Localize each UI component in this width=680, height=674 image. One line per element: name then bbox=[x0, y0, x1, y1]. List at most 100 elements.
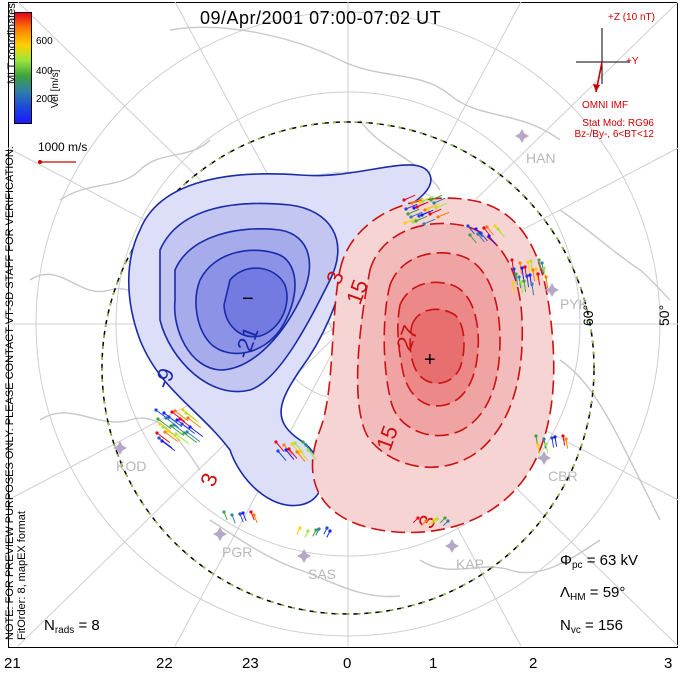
station-marker-han bbox=[515, 129, 529, 143]
latitude-label-60: 60° bbox=[580, 304, 596, 326]
vector-line bbox=[430, 194, 443, 201]
phi-symbol: Φ bbox=[560, 552, 572, 569]
station-marker-kod bbox=[113, 441, 127, 455]
phi-value: = 63 kV bbox=[586, 552, 638, 569]
vector-line bbox=[304, 530, 309, 538]
station-marker-sas bbox=[297, 549, 311, 563]
nvc-symbol: N bbox=[560, 617, 571, 634]
vector-line bbox=[168, 416, 183, 428]
vector-line bbox=[554, 436, 558, 447]
mlt-tick-22: 22 bbox=[156, 655, 173, 672]
vector-line bbox=[231, 514, 236, 524]
vector-line bbox=[404, 217, 417, 224]
velocity-reference-arrow bbox=[38, 160, 76, 164]
figure-title: 09/Apr/2001 07:00-07:02 UT bbox=[200, 8, 442, 28]
heppner-maynard-latitude: ΛHM = 59° bbox=[560, 584, 625, 603]
vector-line bbox=[421, 209, 434, 216]
vector-line bbox=[442, 520, 449, 527]
vector-line bbox=[174, 410, 189, 422]
vector-line bbox=[526, 275, 530, 288]
cross-polar-cap-potential: Φpc = 63 kV bbox=[560, 552, 638, 571]
colorbar-title: Vel [m/s] bbox=[50, 69, 61, 108]
latitude-label-50: 50° bbox=[656, 304, 672, 326]
vector-line bbox=[433, 197, 446, 204]
station-label-pyk: PYK bbox=[560, 296, 589, 312]
mlt-tick-1: 1 bbox=[429, 655, 438, 672]
station-marker-kap bbox=[445, 539, 459, 553]
colorbar-tick-400: 400 bbox=[36, 66, 53, 77]
vector-line bbox=[175, 433, 190, 445]
vector-line bbox=[486, 226, 494, 236]
vector-line bbox=[285, 449, 295, 460]
vector-line bbox=[497, 228, 505, 238]
vector-line bbox=[239, 513, 244, 523]
vector-line bbox=[523, 280, 527, 293]
vector-line bbox=[415, 215, 428, 222]
vector-line bbox=[296, 451, 306, 462]
vector-line bbox=[431, 518, 438, 525]
vector-line bbox=[157, 418, 172, 430]
vector-line bbox=[277, 450, 287, 461]
vector-line bbox=[469, 234, 477, 244]
vector-line bbox=[159, 423, 174, 435]
vector-line bbox=[323, 527, 328, 535]
nvc-subscript: vc bbox=[570, 625, 581, 636]
vector-line bbox=[407, 208, 420, 215]
station-label-pgr: PGR bbox=[222, 544, 253, 560]
vector-line bbox=[562, 435, 566, 446]
vector-line bbox=[520, 281, 524, 294]
preview-note: NOTE: FOR PREVIEW PURPOSES ONLY. PLEASE … bbox=[4, 146, 28, 640]
mlt-tick-21: 21 bbox=[4, 655, 21, 672]
vector-line bbox=[315, 528, 320, 536]
vector-line bbox=[288, 448, 298, 459]
imf-source-label: OMNI IMF bbox=[582, 100, 629, 111]
vector-line bbox=[527, 261, 531, 274]
vector-line bbox=[423, 218, 436, 225]
station-markers bbox=[113, 129, 559, 563]
positive-potential-cell bbox=[311, 197, 555, 534]
vector-line bbox=[250, 511, 255, 521]
vector-line bbox=[186, 431, 201, 443]
vector-line bbox=[167, 430, 182, 442]
vector-line bbox=[420, 520, 427, 527]
vector-line bbox=[299, 450, 309, 461]
vector-line bbox=[565, 438, 569, 449]
station-label-kap: KAP bbox=[456, 556, 485, 572]
vector-line bbox=[242, 512, 247, 522]
vector-line bbox=[545, 443, 549, 454]
station-label-kod: KOD bbox=[116, 458, 147, 474]
vector-line bbox=[411, 197, 424, 204]
vector-line bbox=[532, 269, 536, 282]
phi-subscript: pc bbox=[571, 560, 583, 571]
vector-line bbox=[435, 202, 448, 209]
station-label-sas: SAS bbox=[308, 566, 337, 582]
vector-line bbox=[189, 426, 204, 438]
vector-line bbox=[326, 530, 331, 538]
coordinate-system-label: MLT coordinates bbox=[6, 3, 18, 84]
vector-line bbox=[182, 409, 197, 421]
lambda-symbol: Λ bbox=[560, 584, 571, 601]
vector-line bbox=[545, 276, 549, 289]
velocity-colorbar bbox=[14, 12, 32, 124]
vector-line bbox=[305, 444, 315, 455]
nrads-value: = 8 bbox=[78, 617, 100, 634]
vector-origin bbox=[510, 258, 514, 262]
vector-line bbox=[158, 437, 173, 449]
stat-model-label: Stat Mod: RG96 bbox=[582, 118, 654, 129]
station-label-han: HAN bbox=[526, 150, 556, 166]
vector-line bbox=[412, 517, 419, 524]
vector-line bbox=[416, 201, 429, 208]
fit-order-note: FitOrder: 8, mapEX format bbox=[16, 511, 28, 640]
vector-line bbox=[181, 423, 196, 435]
vector-line bbox=[405, 203, 418, 210]
vector-line bbox=[480, 232, 488, 242]
vector-line bbox=[521, 267, 525, 280]
velocity-vectors bbox=[154, 194, 569, 538]
contour-label-neg-3: 3 bbox=[195, 470, 223, 490]
colorbar-tick-600: 600 bbox=[36, 36, 53, 47]
station-marker-pgr bbox=[213, 527, 227, 541]
vector-line bbox=[551, 437, 555, 448]
vector-line bbox=[488, 235, 496, 245]
stat-model-box: Stat Mod: RG96 Bz-/By-, 6<BT<12 bbox=[575, 118, 654, 140]
